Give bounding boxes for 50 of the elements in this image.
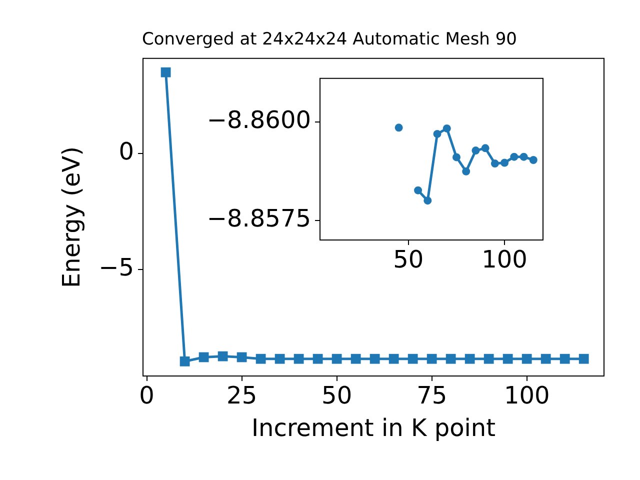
point xyxy=(510,152,518,161)
point xyxy=(350,354,361,364)
point xyxy=(433,130,442,138)
point xyxy=(500,158,509,167)
point xyxy=(484,354,494,364)
point xyxy=(490,160,499,168)
y-tick-label: −5 xyxy=(98,254,134,282)
point xyxy=(522,354,532,364)
point xyxy=(560,354,570,364)
point xyxy=(180,356,190,366)
point xyxy=(256,354,266,364)
point xyxy=(481,144,490,152)
point xyxy=(294,354,304,364)
point xyxy=(529,156,538,164)
y-tick-label: −8.8600 xyxy=(206,106,311,134)
point xyxy=(464,354,475,364)
point xyxy=(578,354,589,364)
x-tick-label: 0 xyxy=(139,382,154,410)
point xyxy=(236,352,247,362)
point xyxy=(520,152,528,161)
point xyxy=(218,351,228,362)
x-tick-label: 50 xyxy=(393,246,424,274)
point xyxy=(426,354,437,364)
point xyxy=(198,352,209,362)
point xyxy=(414,186,422,194)
point xyxy=(462,167,470,176)
x-tick-label: 100 xyxy=(482,246,528,274)
y-tick-label: −8.8575 xyxy=(206,204,311,233)
point xyxy=(408,354,418,364)
point xyxy=(452,153,460,162)
x-tick-label: 75 xyxy=(416,382,448,410)
point xyxy=(274,354,285,364)
point xyxy=(312,354,323,364)
point xyxy=(442,124,451,132)
x-tick-label: 25 xyxy=(226,382,258,410)
point xyxy=(394,124,403,132)
point xyxy=(424,196,432,205)
x-axis-title: Increment in K point xyxy=(251,414,496,442)
x-tick-label: 50 xyxy=(322,382,352,410)
chart-title: Converged at 24x24x24 Automatic Mesh 90 xyxy=(142,30,517,50)
point xyxy=(332,354,342,364)
point xyxy=(472,146,480,155)
point xyxy=(540,354,551,364)
y-axis-title: Energy (eV) xyxy=(58,146,86,288)
point xyxy=(388,354,399,364)
point xyxy=(502,354,513,364)
point xyxy=(446,354,456,364)
point xyxy=(160,67,171,78)
x-tick-label: 100 xyxy=(504,382,550,410)
point xyxy=(370,354,380,364)
